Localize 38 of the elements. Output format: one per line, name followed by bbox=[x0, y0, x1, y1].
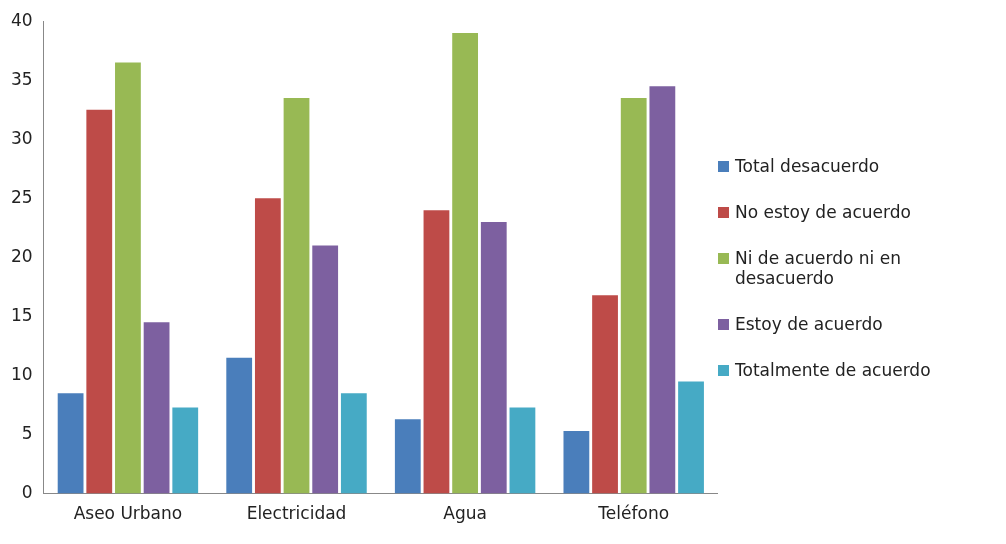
legend-label: No estoy de acuerdo bbox=[735, 202, 911, 222]
bar bbox=[452, 33, 479, 494]
y-tick-label: 35 bbox=[10, 68, 33, 89]
bar bbox=[226, 357, 253, 494]
bar bbox=[86, 109, 113, 494]
x-tick-label: Teléfono bbox=[597, 503, 670, 524]
y-tick-label: 10 bbox=[10, 363, 33, 384]
bar bbox=[620, 97, 647, 494]
bar bbox=[254, 198, 281, 494]
y-tick-label: 30 bbox=[10, 127, 33, 148]
bar bbox=[115, 62, 141, 494]
y-tick-label: 40 bbox=[10, 9, 33, 30]
bar bbox=[480, 221, 507, 494]
legend-label: Totalmente de acuerdo bbox=[735, 360, 931, 380]
x-tick-label: Aseo Urbano bbox=[73, 503, 183, 524]
bar bbox=[172, 407, 199, 494]
y-tick-label: 0 bbox=[21, 482, 33, 503]
x-tick-label: Electricidad bbox=[246, 503, 347, 524]
legend-label: Ni de acuerdo ni en desacuerdo bbox=[735, 248, 902, 288]
bar bbox=[678, 381, 704, 494]
bar bbox=[649, 86, 676, 494]
bar bbox=[143, 322, 170, 494]
bar bbox=[509, 407, 536, 494]
y-tick-label: 25 bbox=[10, 186, 33, 207]
bar bbox=[283, 97, 310, 494]
x-tick-label: Agua bbox=[443, 503, 487, 524]
bar bbox=[340, 393, 367, 494]
bar bbox=[592, 295, 618, 494]
bar bbox=[563, 431, 590, 494]
bar bbox=[423, 210, 450, 494]
bar bbox=[312, 245, 339, 494]
bar bbox=[57, 393, 84, 494]
bar bbox=[394, 419, 421, 494]
y-tick-label: 20 bbox=[10, 245, 33, 266]
legend-label: Total desacuerdo bbox=[735, 156, 880, 176]
y-tick-label: 15 bbox=[10, 304, 33, 325]
y-tick-label: 5 bbox=[21, 422, 33, 443]
legend-label: Estoy de acuerdo bbox=[735, 314, 883, 334]
